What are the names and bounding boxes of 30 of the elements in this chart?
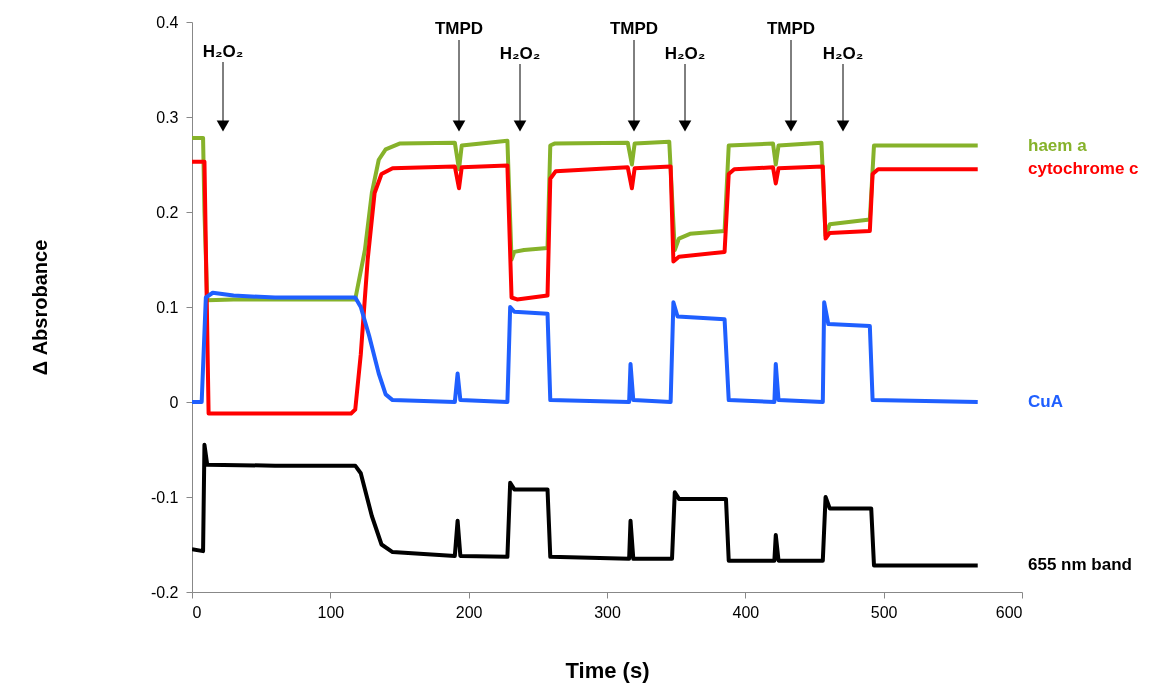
x-tick-label: 300 — [594, 603, 621, 621]
y-axis-title: Δ Absrobance — [28, 239, 51, 376]
x-tick-label: 100 — [317, 603, 345, 621]
y-tick-label: -0.2 — [150, 583, 179, 601]
annotation: H₂O₂ — [202, 42, 244, 61]
x-tick-label: 500 — [870, 603, 898, 621]
text: haem a — [1028, 135, 1088, 155]
x-tick-label: 0 — [192, 603, 202, 621]
text: CuA — [1028, 392, 1063, 411]
annotation: H₂O₂ — [664, 44, 706, 63]
y-tick-label: 0.3 — [156, 108, 179, 126]
text: cytochrome c — [1028, 159, 1139, 179]
x-tick-label: 600 — [995, 603, 1023, 621]
text: 655 nm band — [1028, 555, 1132, 575]
annotation: H₂O₂ — [822, 44, 864, 63]
annotation: TMPD — [766, 19, 816, 38]
annotation: TMPD — [609, 19, 659, 38]
y-tick-label: -0.1 — [150, 488, 179, 506]
y-tick-label: 0 — [169, 393, 179, 411]
annotation: TMPD — [434, 19, 484, 38]
x-tick-label: 200 — [455, 603, 483, 621]
x-tick-label: 400 — [732, 603, 760, 621]
y-tick-label: 0.4 — [156, 13, 179, 31]
y-tick-label: 0.1 — [156, 298, 179, 316]
annotation: H₂O₂ — [499, 44, 541, 63]
line-series — [192, 290, 980, 404]
x-axis-title: Time (s) — [565, 657, 650, 683]
y-tick-label: 0.2 — [156, 203, 179, 221]
line-series — [192, 442, 980, 568]
line-series — [192, 159, 980, 416]
